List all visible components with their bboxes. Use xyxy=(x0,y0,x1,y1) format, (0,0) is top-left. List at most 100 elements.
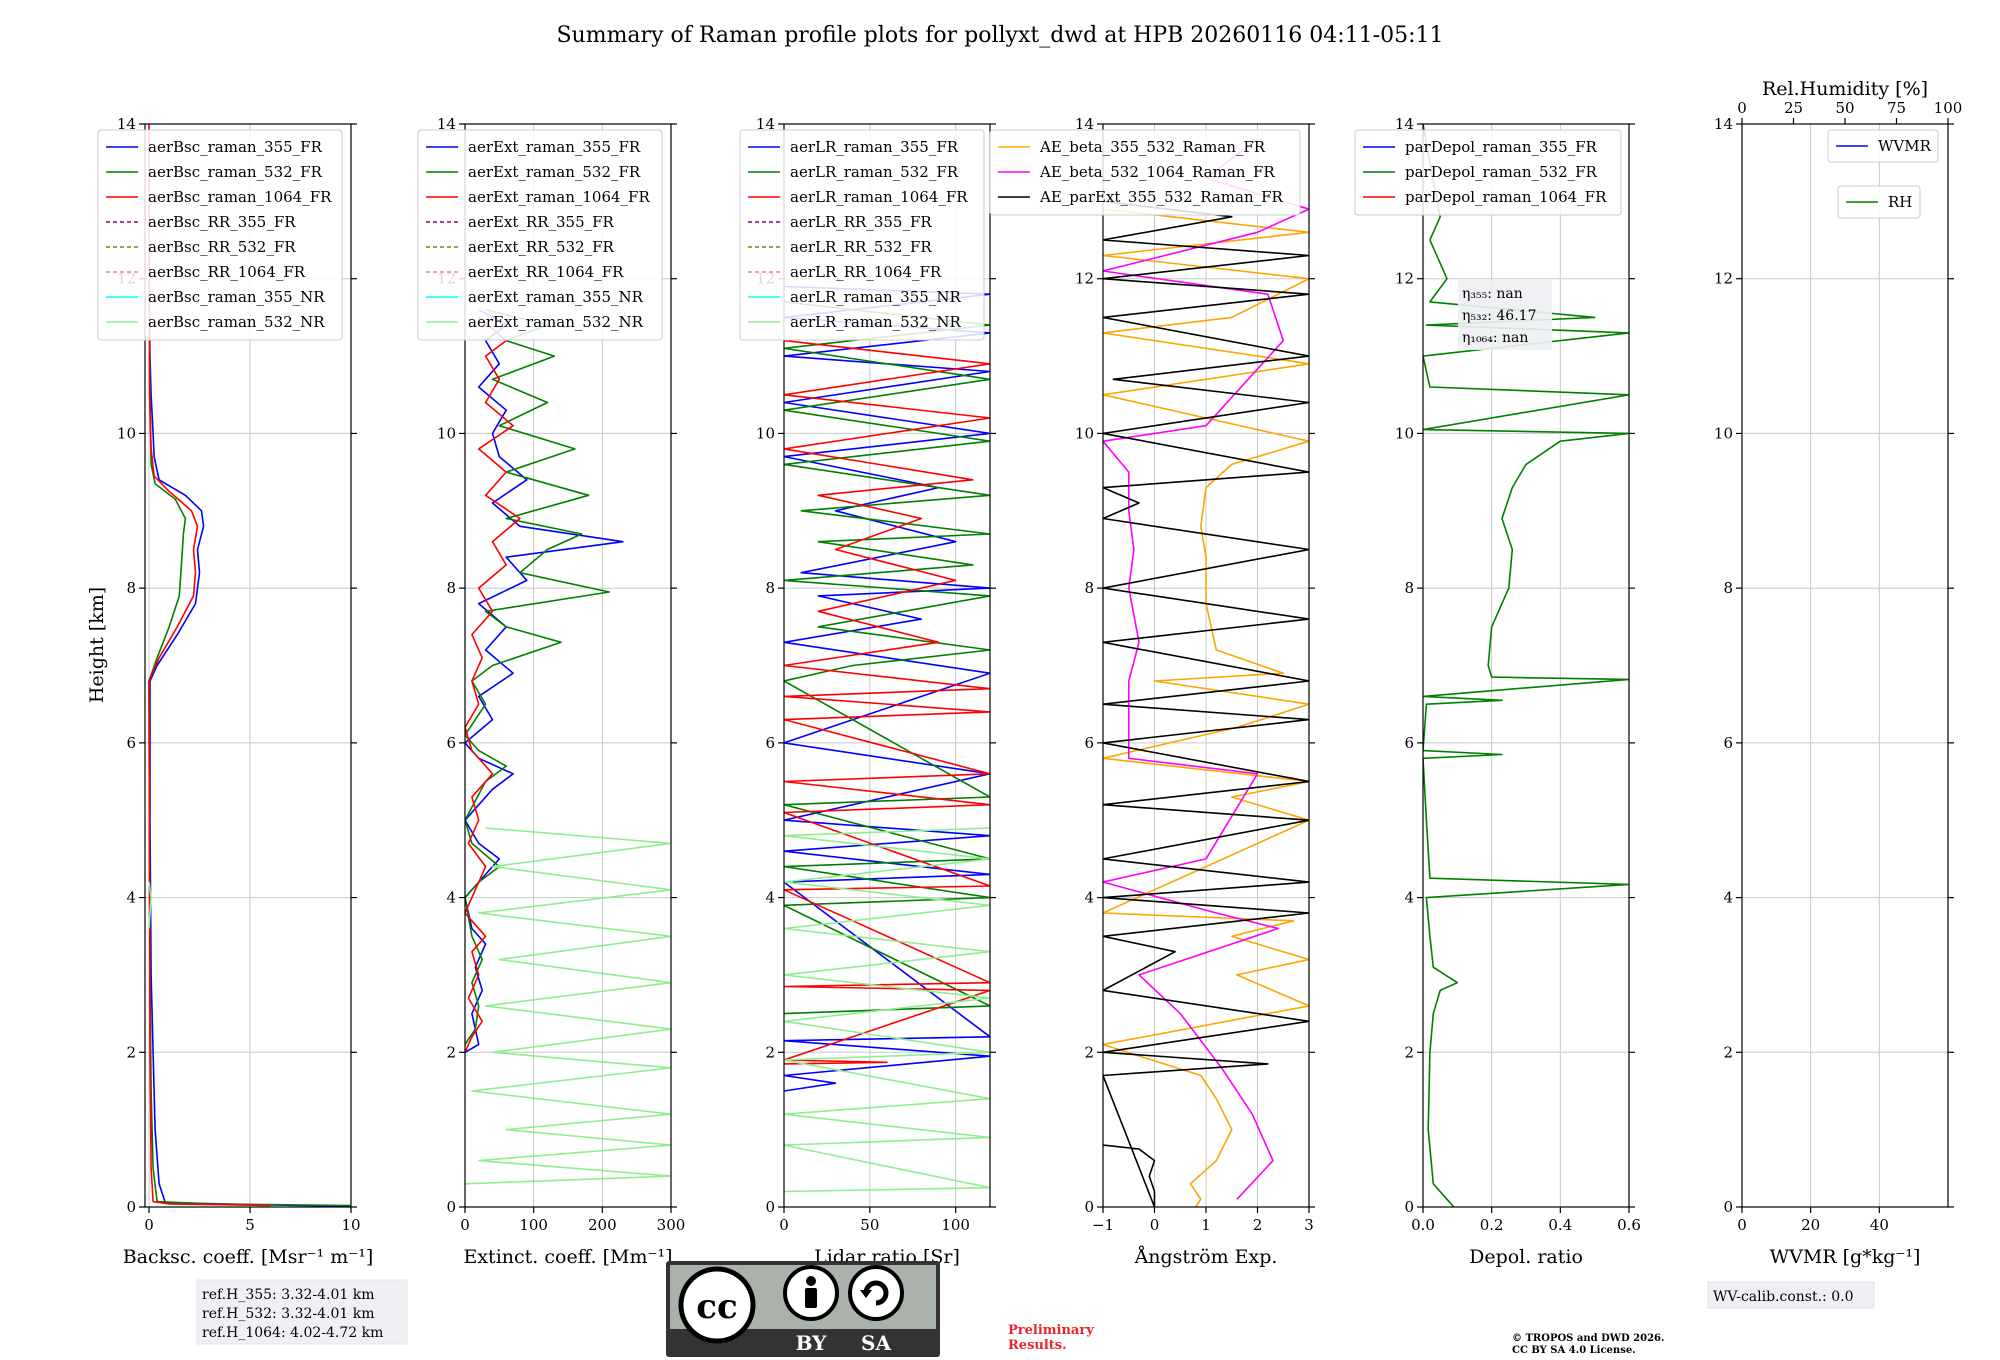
series-group-ext xyxy=(465,308,671,1185)
eta-annotation-line: η₁₀₆₄: nan xyxy=(1462,330,1528,346)
y-tick-label: 10 xyxy=(437,424,456,442)
legend-box xyxy=(739,129,985,341)
y-tick-label: 12 xyxy=(1714,270,1733,288)
x-tick-label: 2 xyxy=(1253,1216,1263,1234)
share-alike-arrow xyxy=(860,1290,872,1298)
series-group-ae xyxy=(1103,138,1309,1207)
x-tick-label: 40 xyxy=(1870,1216,1889,1234)
wv-calib-text: WV-calib.const.: 0.0 xyxy=(1713,1289,1853,1305)
series-line-aerExt_raman_355_FR xyxy=(465,309,624,1053)
eta-annotation-box xyxy=(1458,280,1552,350)
y-tick-label: 8 xyxy=(1404,579,1414,597)
legend-label: aerLR_RR_532_FR xyxy=(790,238,932,256)
legend-label: aerBsc_raman_1064_FR xyxy=(148,188,332,206)
y-tick-label: 4 xyxy=(1404,889,1414,907)
y-tick-label: 4 xyxy=(446,889,456,907)
y-tick-label: 4 xyxy=(1723,889,1733,907)
ref-heights-background xyxy=(196,1279,408,1345)
legend-label: aerBsc_RR_532_FR xyxy=(148,238,296,256)
eta-annotation: η₃₅₅: nan η₅₃₂: 46.17 η₁₀₆₄: nan xyxy=(1458,280,1552,350)
top-x-tick-label: 25 xyxy=(1784,99,1803,117)
x-tick-label: 300 xyxy=(657,1216,686,1234)
y-tick-label: 2 xyxy=(765,1043,775,1061)
x-tick-label: 0 xyxy=(1150,1216,1160,1234)
legend-label: aerBsc_raman_532_NR xyxy=(148,313,325,331)
top-x-tick-label: 50 xyxy=(1835,99,1854,117)
legend-label: AE_parExt_355_532_Raman_FR xyxy=(1039,188,1284,206)
x-tick-label: 1 xyxy=(1201,1216,1211,1234)
panels: 024681012140510Backsc. coeff. [Msr⁻¹ m⁻¹… xyxy=(97,78,1962,1268)
y-tick-label: 14 xyxy=(437,115,456,133)
legend-box xyxy=(1837,185,1921,219)
legend-box xyxy=(1354,129,1622,216)
series-group-lr xyxy=(784,285,990,1193)
legend-label: RH xyxy=(1888,193,1912,211)
y-tick-label: 4 xyxy=(126,889,136,907)
preliminary-text-line1: Preliminary xyxy=(1008,1323,1094,1338)
figure-title: Summary of Raman profile plots for polly… xyxy=(556,23,1443,48)
x-axis-label-ext: Extinct. coeff. [Mm⁻¹] xyxy=(463,1246,672,1268)
legend-label: aerLR_raman_532_FR xyxy=(790,163,959,181)
copyright-line2: CC BY SA 4.0 License. xyxy=(1512,1345,1636,1356)
legend-label: aerExt_raman_532_NR xyxy=(468,313,644,331)
panel-depol: 0 2 4 6 8 10 12 14 0.0 0.2 0.4 0.6 Depol. ratio parDe… xyxy=(1354,115,1641,1268)
legend-label: aerBsc_RR_1064_FR xyxy=(148,263,306,281)
y-tick-label: 8 xyxy=(126,579,136,597)
legend-label: aerBsc_raman_355_FR xyxy=(148,138,323,156)
y-tick-label: 0 xyxy=(1404,1198,1414,1216)
series-group-bsc xyxy=(148,124,351,1207)
legend-label: AE_beta_355_532_Raman_FR xyxy=(1039,138,1266,156)
axes-frame-ext xyxy=(464,123,672,1208)
y-tick-label: 10 xyxy=(1714,424,1733,442)
y-tick-label: 14 xyxy=(1714,115,1733,133)
panel-bsc: 024681012140510Backsc. coeff. [Msr⁻¹ m⁻¹… xyxy=(97,115,373,1268)
legend-ae: AE_beta_355_532_Raman_FR AE_beta_532_1064… xyxy=(989,129,1301,216)
axes-frame-depol xyxy=(1422,123,1630,1208)
x-tick-label: 100 xyxy=(519,1216,548,1234)
y-tick-label: 8 xyxy=(1084,579,1094,597)
top-x-tick-label: 75 xyxy=(1887,99,1906,117)
y-tick-label: 2 xyxy=(1404,1043,1414,1061)
ref-height-1064: ref.H_1064: 4.02-4.72 km xyxy=(202,1325,383,1341)
y-axis-label: Height [km] xyxy=(86,587,108,703)
y-tick-label: 12 xyxy=(1395,270,1414,288)
y-tick-label: 10 xyxy=(756,424,775,442)
legend-label: aerLR_RR_355_FR xyxy=(790,213,932,231)
series-line-aerBsc_raman_355_FR xyxy=(148,278,351,1207)
legend-label: parDepol_raman_1064_FR xyxy=(1405,188,1607,206)
y-tick-label: 8 xyxy=(446,579,456,597)
legend-box xyxy=(989,129,1301,216)
share-alike-icon xyxy=(848,1265,904,1321)
axes-frame-bsc xyxy=(144,123,352,1208)
y-tick-label: 14 xyxy=(756,115,775,133)
legend-label: aerLR_raman_355_NR xyxy=(790,288,961,306)
x-tick-label: 0 xyxy=(144,1216,154,1234)
y-tick-label: 10 xyxy=(1075,424,1094,442)
ref-height-355: ref.H_355: 3.32-4.01 km xyxy=(202,1287,375,1303)
x-axis-label-ae: Ångström Exp. xyxy=(1134,1246,1278,1268)
series-line-AE_parExt_355_532_Raman_FR xyxy=(1103,200,1309,1207)
y-tick-label: 4 xyxy=(1084,889,1094,907)
legend-label: aerExt_raman_532_FR xyxy=(468,163,641,181)
legend-label: aerLR_raman_1064_FR xyxy=(790,188,968,206)
legend-label: parDepol_raman_532_FR xyxy=(1405,163,1598,181)
eta-annotation-line: η₅₃₂: 46.17 xyxy=(1462,308,1536,324)
y-tick-label: 0 xyxy=(1723,1198,1733,1216)
x-axis-label-wv: WVMR [g*kg⁻¹] xyxy=(1770,1246,1921,1268)
y-tick-label: 14 xyxy=(117,115,136,133)
y-tick-label: 6 xyxy=(765,734,775,752)
x-axis-label-depol: Depol. ratio xyxy=(1469,1246,1583,1268)
y-tick-label: 4 xyxy=(765,889,775,907)
legend-label: parDepol_raman_355_FR xyxy=(1405,138,1598,156)
y-tick-label: 0 xyxy=(765,1198,775,1216)
series-line-aerLR_raman_355_FR xyxy=(784,285,990,1092)
cc-text: cc xyxy=(696,1287,737,1327)
legend-label: aerExt_raman_355_FR xyxy=(468,138,641,156)
legend-box xyxy=(417,129,663,341)
copyright-line1: © TROPOS and DWD 2026. xyxy=(1512,1333,1664,1344)
y-tick-label: 14 xyxy=(1075,115,1094,133)
legend-label: aerBsc_raman_532_FR xyxy=(148,163,323,181)
y-tick-label: 10 xyxy=(117,424,136,442)
y-tick-label: 2 xyxy=(126,1043,136,1061)
